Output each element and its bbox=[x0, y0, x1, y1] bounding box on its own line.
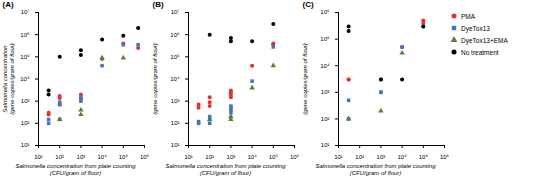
svg-text:10¹: 10¹ bbox=[321, 142, 330, 148]
svg-text:10³: 10³ bbox=[21, 98, 30, 104]
svg-text:10⁴: 10⁴ bbox=[397, 154, 407, 160]
svg-text:10³: 10³ bbox=[77, 154, 86, 160]
html-text:No treatment: No treatment bbox=[461, 48, 499, 56]
svg-text:Salmonella concentration from: Salmonella concentration from plate coun… bbox=[165, 163, 286, 176]
html-text:PMA: PMA bbox=[461, 12, 476, 20]
svg-text:10³: 10³ bbox=[377, 154, 386, 160]
svg-text:10²: 10² bbox=[205, 154, 214, 160]
svg-text:10⁶: 10⁶ bbox=[290, 154, 300, 160]
svg-text:10⁴: 10⁴ bbox=[170, 76, 180, 82]
svg-text:10¹: 10¹ bbox=[34, 154, 43, 160]
svg-text:10¹: 10¹ bbox=[184, 154, 193, 160]
svg-text:10²: 10² bbox=[55, 154, 64, 160]
svg-text:Salmonella concentration from: Salmonella concentration from plate coun… bbox=[15, 163, 136, 176]
svg-text:(B): (B) bbox=[153, 0, 164, 9]
svg-text:10⁶: 10⁶ bbox=[140, 154, 150, 160]
svg-text:10⁶: 10⁶ bbox=[320, 9, 330, 15]
svg-text:10²: 10² bbox=[21, 120, 30, 126]
svg-text:10⁶: 10⁶ bbox=[440, 154, 450, 160]
html-text:DyeTox13: DyeTox13 bbox=[461, 24, 490, 32]
svg-text:10⁴: 10⁴ bbox=[97, 154, 107, 160]
svg-text:10²: 10² bbox=[355, 154, 364, 160]
svg-text:10¹: 10¹ bbox=[21, 142, 30, 148]
svg-text:(A): (A) bbox=[3, 0, 14, 9]
svg-text:10³: 10³ bbox=[171, 98, 180, 104]
svg-text:10⁴: 10⁴ bbox=[20, 76, 30, 82]
svg-text:10¹: 10¹ bbox=[334, 154, 343, 160]
svg-text:10⁵: 10⁵ bbox=[119, 154, 129, 160]
svg-text:10⁵: 10⁵ bbox=[170, 54, 180, 60]
svg-text:10⁷: 10⁷ bbox=[21, 9, 30, 15]
svg-text:10¹: 10¹ bbox=[171, 142, 180, 148]
svg-text:Salmonella concentration from: Salmonella concentration from plate coun… bbox=[315, 163, 436, 176]
html-text:DyeTox13+EMA: DyeTox13+EMA bbox=[461, 36, 508, 44]
svg-text:10⁴: 10⁴ bbox=[320, 63, 330, 69]
svg-text:10³: 10³ bbox=[321, 89, 330, 95]
svg-text:10⁶: 10⁶ bbox=[170, 32, 180, 38]
svg-text:(gene copies/gram of flour): (gene copies/gram of flour) bbox=[302, 43, 308, 115]
svg-text:10⁴: 10⁴ bbox=[247, 154, 257, 160]
svg-text:10⁵: 10⁵ bbox=[20, 54, 30, 60]
svg-text:10⁵: 10⁵ bbox=[320, 36, 330, 42]
svg-text:Salmonella concentration(gene: Salmonella concentration(gene copies/gra… bbox=[2, 43, 15, 115]
svg-text:(C): (C) bbox=[303, 0, 314, 9]
svg-text:10³: 10³ bbox=[227, 154, 236, 160]
svg-text:10⁵: 10⁵ bbox=[269, 154, 279, 160]
svg-text:(gene copies/gram of flour): (gene copies/gram of flour) bbox=[152, 43, 158, 115]
svg-text:10²: 10² bbox=[321, 116, 330, 122]
svg-text:10²: 10² bbox=[171, 120, 180, 126]
svg-text:10⁵: 10⁵ bbox=[419, 154, 429, 160]
svg-text:10⁶: 10⁶ bbox=[20, 32, 30, 38]
svg-text:10⁷: 10⁷ bbox=[171, 9, 180, 15]
